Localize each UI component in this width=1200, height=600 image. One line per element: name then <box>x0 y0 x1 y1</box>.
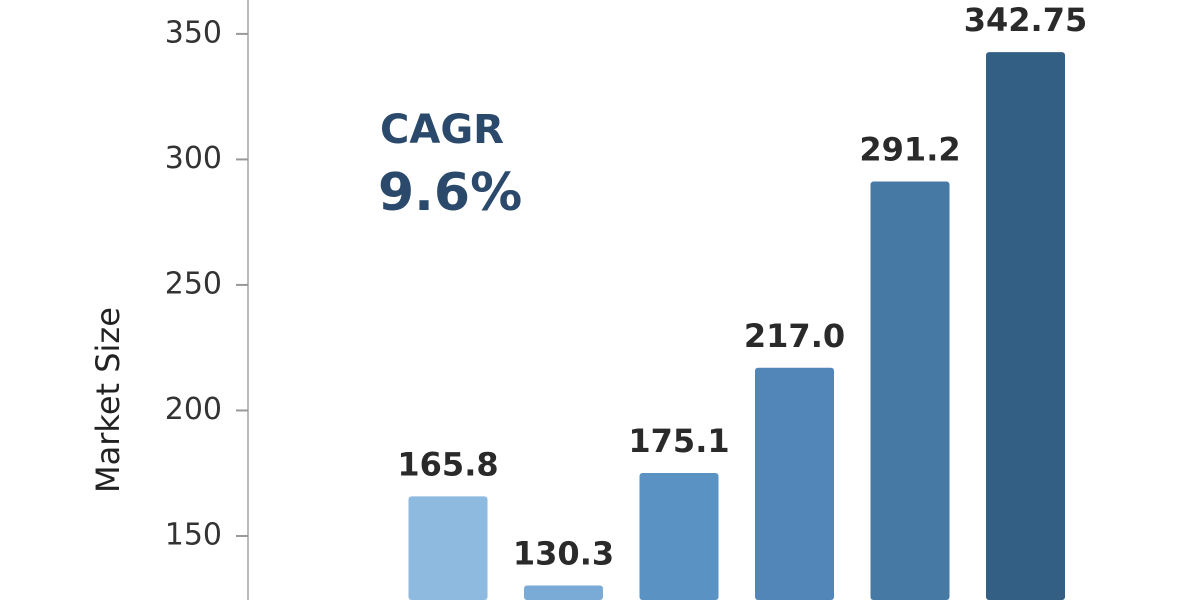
bar <box>408 496 488 600</box>
data-label: 130.3 <box>513 534 614 572</box>
y-tick-label: 350 <box>165 15 222 50</box>
y-tick-label: 300 <box>165 141 222 176</box>
data-label: 175.1 <box>628 422 729 460</box>
annotation: 9.6% <box>378 163 522 223</box>
data-label: 217.0 <box>744 317 845 355</box>
bar <box>986 52 1065 600</box>
data-label: 165.8 <box>397 445 498 483</box>
y-axis-label: Market Size <box>89 307 127 493</box>
y-tick-label: 150 <box>165 517 222 552</box>
bar <box>870 181 950 600</box>
bar <box>524 585 603 600</box>
bar <box>755 367 834 600</box>
data-label: 342.75 <box>964 1 1087 39</box>
y-tick-label: 250 <box>165 266 222 301</box>
annotation: CAGR <box>380 107 504 153</box>
bar <box>639 472 719 600</box>
data-label: 291.2 <box>859 131 960 169</box>
y-tick-label: 200 <box>165 392 222 427</box>
